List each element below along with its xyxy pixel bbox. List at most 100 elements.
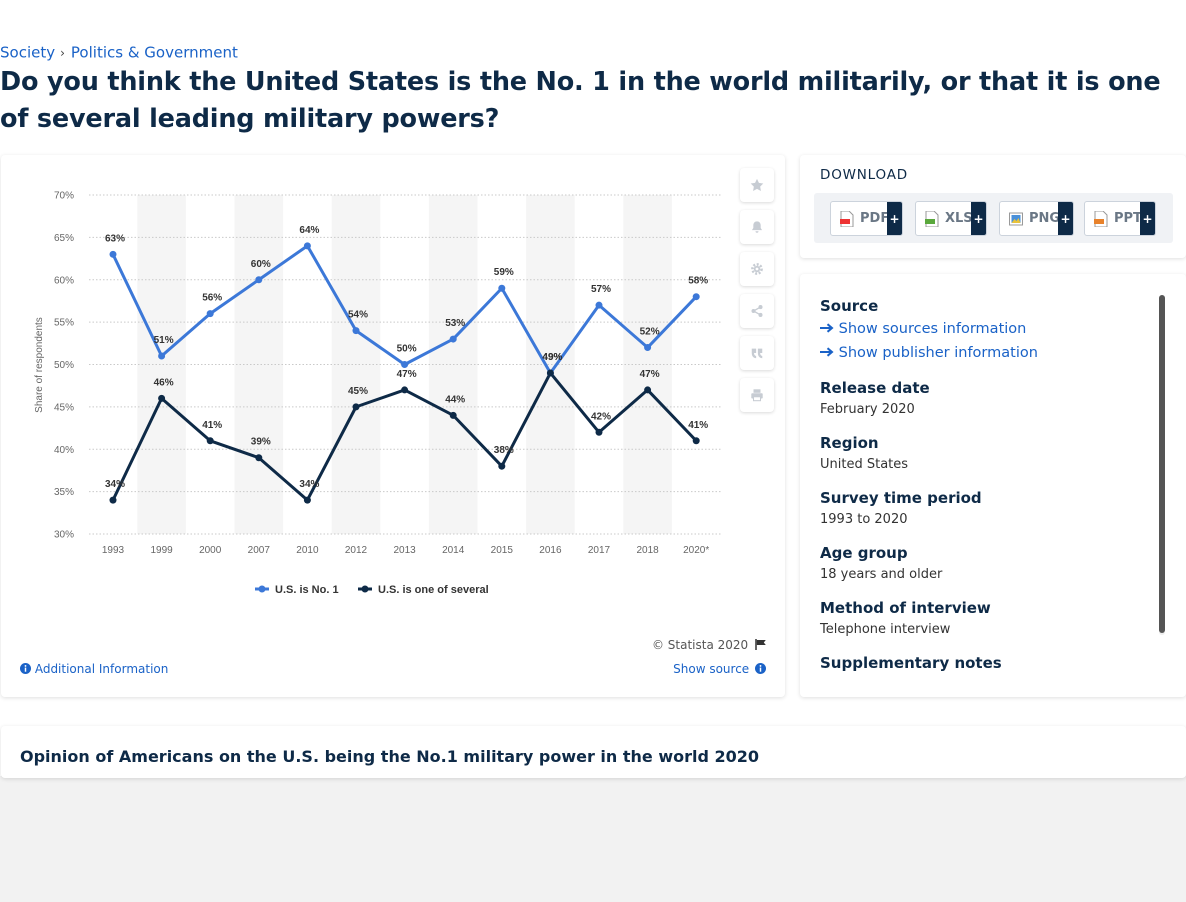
data-point bbox=[401, 386, 409, 394]
breadcrumb-item-politics[interactable]: Politics & Government bbox=[70, 43, 238, 62]
xls-label: XLS bbox=[945, 211, 973, 226]
related-statistic-panel: Opinion of Americans on the U.S. being t… bbox=[1, 726, 1186, 778]
related-statistic-title[interactable]: Opinion of Americans on the U.S. being t… bbox=[20, 747, 760, 766]
data-label: 45% bbox=[348, 386, 368, 397]
notification-button[interactable] bbox=[740, 210, 774, 244]
download-title: DOWNLOAD bbox=[820, 167, 908, 183]
data-label: 49% bbox=[542, 352, 562, 363]
x-tick-label: 2018 bbox=[636, 545, 659, 556]
show-sources-link[interactable]: Show sources information bbox=[820, 321, 1026, 337]
settings-button[interactable] bbox=[740, 252, 774, 286]
data-label: 54% bbox=[348, 310, 368, 321]
y-tick-label: 40% bbox=[54, 445, 74, 456]
data-label: 46% bbox=[154, 377, 174, 388]
y-tick-label: 65% bbox=[54, 233, 74, 244]
data-point bbox=[692, 293, 700, 301]
data-label: 47% bbox=[397, 369, 417, 380]
legend-label: U.S. is one of several bbox=[378, 584, 489, 596]
data-label: 49% bbox=[542, 352, 562, 363]
y-tick-label: 35% bbox=[54, 487, 74, 498]
download-xls-button[interactable]: XLS + bbox=[915, 201, 987, 236]
data-point bbox=[158, 394, 166, 402]
show-sources-label: Show sources information bbox=[838, 321, 1027, 337]
method-title: Method of interview bbox=[820, 599, 991, 617]
data-label: 63% bbox=[105, 233, 125, 244]
data-label: 53% bbox=[445, 318, 465, 329]
age-group-value: 18 years and older bbox=[820, 567, 943, 582]
xls-file-icon bbox=[925, 210, 939, 227]
download-png-button[interactable]: PNG + bbox=[999, 201, 1074, 236]
show-source-link[interactable]: Show source bbox=[673, 662, 766, 676]
info-scrollbar[interactable] bbox=[1159, 295, 1165, 635]
show-publisher-link[interactable]: Show publisher information bbox=[820, 345, 1038, 361]
y-axis-label: Share of respondents bbox=[34, 317, 45, 413]
x-tick-label: 2015 bbox=[491, 545, 514, 556]
legend-marker bbox=[361, 585, 369, 593]
data-label: 47% bbox=[640, 369, 660, 380]
data-point bbox=[352, 327, 360, 335]
share-button[interactable] bbox=[740, 294, 774, 328]
source-title: Source bbox=[820, 297, 879, 315]
png-file-icon bbox=[1009, 212, 1023, 225]
data-point bbox=[692, 437, 700, 445]
category-band bbox=[137, 195, 186, 534]
survey-period-value: 1993 to 2020 bbox=[820, 512, 908, 527]
scrollbar-thumb[interactable] bbox=[1159, 295, 1165, 633]
y-tick-label: 30% bbox=[54, 530, 74, 541]
cite-button[interactable] bbox=[740, 336, 774, 370]
data-point bbox=[109, 250, 117, 258]
favorite-button[interactable] bbox=[740, 168, 774, 202]
data-label: 34% bbox=[299, 479, 319, 490]
data-label: 39% bbox=[251, 437, 271, 448]
y-tick-label: 55% bbox=[54, 318, 74, 329]
data-point bbox=[206, 310, 214, 318]
data-point bbox=[498, 284, 506, 292]
gear-icon bbox=[751, 263, 763, 275]
breadcrumb-item-society[interactable]: Society bbox=[0, 43, 56, 62]
x-tick-label: 2007 bbox=[248, 545, 271, 556]
copyright-text: © Statista 2020 bbox=[651, 638, 749, 652]
data-point bbox=[158, 352, 166, 360]
survey-period-title: Survey time period bbox=[820, 489, 982, 507]
region-title: Region bbox=[820, 434, 879, 452]
breadcrumb: Society › Politics & Government bbox=[0, 43, 238, 62]
print-icon bbox=[751, 389, 763, 402]
show-publisher-label: Show publisher information bbox=[838, 345, 1038, 361]
legend-marker bbox=[258, 585, 266, 593]
flag-icon bbox=[755, 639, 766, 650]
data-point bbox=[546, 369, 554, 377]
y-tick-label: 70% bbox=[54, 191, 74, 202]
region-value: United States bbox=[820, 457, 909, 472]
star-icon bbox=[750, 178, 764, 191]
breadcrumb-separator: › bbox=[60, 45, 65, 60]
download-ppt-button[interactable]: PPT + bbox=[1084, 201, 1156, 236]
line-chart: 30% 35% 40% 45% 50% 55% 60% 65% 70% 1993 1999 2000… bbox=[34, 191, 722, 596]
ppt-file-icon bbox=[1094, 210, 1108, 227]
chart-panel: 30% 35% 40% 45% 50% 55% 60% 65% 70% 1993 1999 2000… bbox=[1, 155, 785, 697]
data-point bbox=[303, 496, 311, 504]
release-date-value: February 2020 bbox=[820, 402, 915, 417]
x-tick-label: 1999 bbox=[150, 545, 173, 556]
data-label: 38% bbox=[494, 445, 514, 456]
data-point bbox=[449, 411, 457, 419]
png-label: PNG bbox=[1029, 211, 1061, 226]
release-date-title: Release date bbox=[820, 379, 930, 397]
x-tick-label: 2010 bbox=[296, 545, 319, 556]
data-label: 41% bbox=[688, 420, 708, 431]
info-icon bbox=[755, 663, 766, 674]
y-tick-label: 60% bbox=[54, 275, 74, 286]
method-value: Telephone interview bbox=[820, 622, 951, 637]
download-pdf-button[interactable]: PDF + bbox=[830, 201, 903, 236]
print-button[interactable] bbox=[740, 378, 774, 412]
pdf-file-icon bbox=[840, 210, 854, 227]
data-point bbox=[401, 361, 409, 368]
additional-info-link[interactable]: Additional Information bbox=[20, 662, 168, 676]
data-point bbox=[109, 496, 117, 504]
data-label: 34% bbox=[105, 479, 125, 490]
x-tick-label: 2012 bbox=[345, 545, 368, 556]
legend-label: U.S. is No. 1 bbox=[275, 584, 339, 596]
supplementary-notes-title: Supplementary notes bbox=[820, 654, 1002, 672]
y-tick-label: 50% bbox=[54, 360, 74, 371]
data-label: 41% bbox=[202, 420, 222, 431]
data-label: 51% bbox=[154, 335, 174, 346]
